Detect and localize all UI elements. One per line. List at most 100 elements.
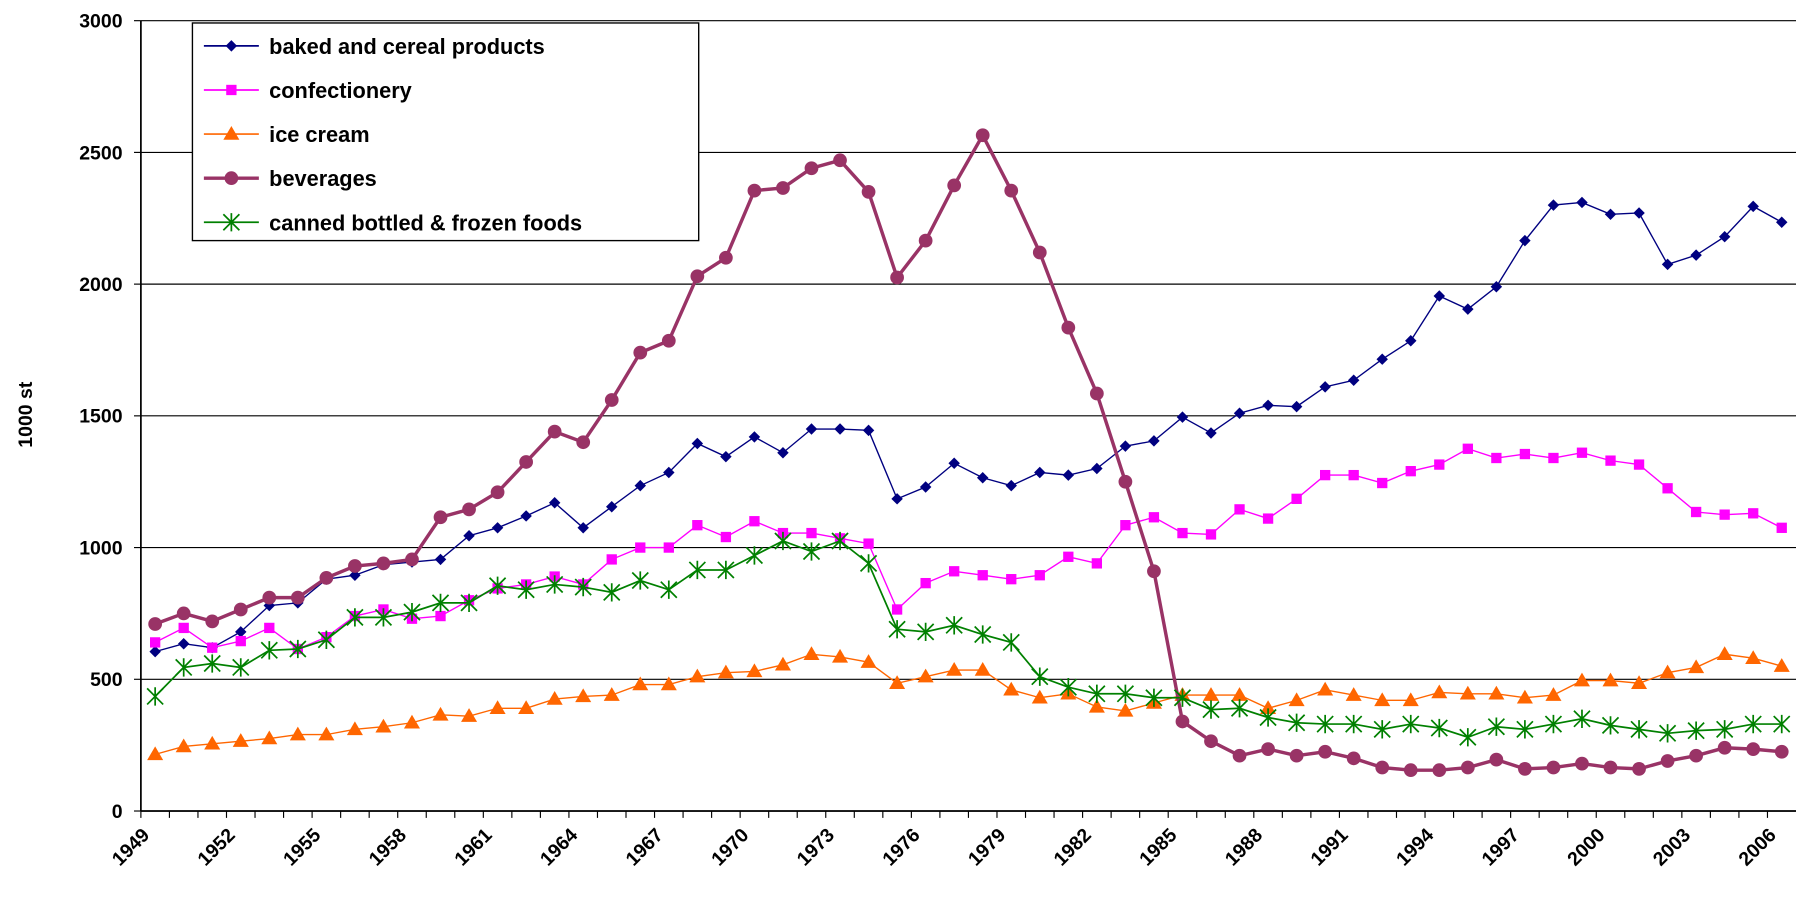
marker (1262, 513, 1274, 524)
marker (1489, 752, 1504, 767)
marker-shape (720, 531, 732, 543)
marker-shape (375, 718, 392, 733)
marker (262, 590, 277, 605)
marker (861, 185, 876, 199)
marker-shape (889, 675, 906, 689)
marker (226, 84, 237, 96)
marker (974, 625, 992, 644)
marker (1462, 303, 1474, 315)
marker (1062, 469, 1075, 481)
series-line (154, 653, 1782, 756)
marker-shape (1548, 452, 1559, 464)
marker-shape (861, 185, 876, 199)
marker-shape (264, 622, 275, 634)
marker-shape (689, 668, 706, 683)
marker-shape (1603, 760, 1618, 775)
marker-shape (1205, 529, 1217, 540)
marker-shape (1175, 714, 1190, 729)
marker (1548, 452, 1559, 464)
marker (1262, 399, 1274, 412)
marker (489, 700, 506, 714)
marker-shape (945, 616, 963, 635)
marker-shape (1719, 509, 1730, 520)
marker-shape (489, 700, 506, 714)
marker (862, 424, 875, 437)
marker-shape (919, 481, 932, 493)
marker (691, 437, 704, 450)
marker-shape (349, 569, 361, 581)
marker (603, 687, 620, 701)
marker (224, 171, 239, 186)
marker (688, 560, 706, 580)
marker-shape (1318, 744, 1333, 759)
marker (1147, 564, 1161, 579)
marker (803, 646, 820, 660)
marker-shape (1145, 688, 1163, 707)
marker (1346, 751, 1361, 766)
marker-shape (603, 687, 620, 701)
marker-shape (1148, 512, 1160, 523)
marker-shape (891, 604, 903, 615)
marker-shape (1633, 207, 1645, 219)
marker-shape (148, 617, 163, 631)
marker-shape (1491, 452, 1502, 464)
marker (1259, 708, 1277, 727)
marker (348, 559, 362, 573)
marker (490, 485, 505, 500)
marker-shape (833, 153, 847, 168)
marker-shape (660, 676, 677, 691)
marker (974, 662, 991, 676)
marker-shape (1259, 708, 1277, 727)
marker (1089, 386, 1104, 401)
marker-shape (175, 658, 193, 677)
marker-shape (1462, 443, 1473, 454)
series-line (154, 448, 1783, 650)
marker (1319, 469, 1331, 481)
marker (1319, 381, 1331, 393)
marker (204, 735, 221, 750)
marker-shape (1202, 700, 1220, 719)
marker (1177, 527, 1188, 539)
marker-shape (1291, 493, 1302, 504)
marker-shape (1773, 658, 1790, 672)
marker (403, 714, 420, 729)
marker (1173, 688, 1192, 707)
marker (317, 630, 335, 649)
marker (176, 606, 191, 621)
x-tick-label: 1964 (536, 824, 582, 870)
marker (920, 577, 931, 589)
marker (1202, 687, 1220, 701)
marker (975, 128, 990, 143)
marker-shape (888, 620, 906, 639)
legend-label: canned bottled & frozen foods (269, 210, 582, 235)
marker (1032, 245, 1047, 260)
marker (749, 516, 760, 527)
marker (1117, 702, 1134, 717)
marker (660, 580, 678, 599)
marker-shape (948, 457, 960, 469)
marker-shape (806, 527, 817, 539)
marker (1633, 207, 1645, 219)
marker (1491, 452, 1502, 464)
marker-shape (317, 630, 335, 649)
marker (147, 746, 164, 761)
marker-shape (1689, 748, 1703, 763)
marker (233, 602, 248, 617)
marker-shape (518, 700, 535, 714)
legend-label: confectionery (269, 78, 412, 103)
marker-shape (1544, 714, 1563, 734)
marker-shape (289, 639, 307, 659)
marker-shape (692, 520, 703, 531)
marker (1662, 483, 1673, 494)
marker (1432, 763, 1447, 778)
marker-shape (1462, 303, 1474, 315)
marker-shape (774, 656, 791, 671)
marker (1289, 748, 1304, 763)
marker-shape (660, 580, 678, 599)
marker (717, 664, 734, 679)
marker-shape (1774, 744, 1789, 759)
marker (205, 614, 220, 629)
marker-shape (1402, 692, 1419, 707)
marker-shape (860, 654, 877, 668)
marker-shape (176, 606, 191, 621)
